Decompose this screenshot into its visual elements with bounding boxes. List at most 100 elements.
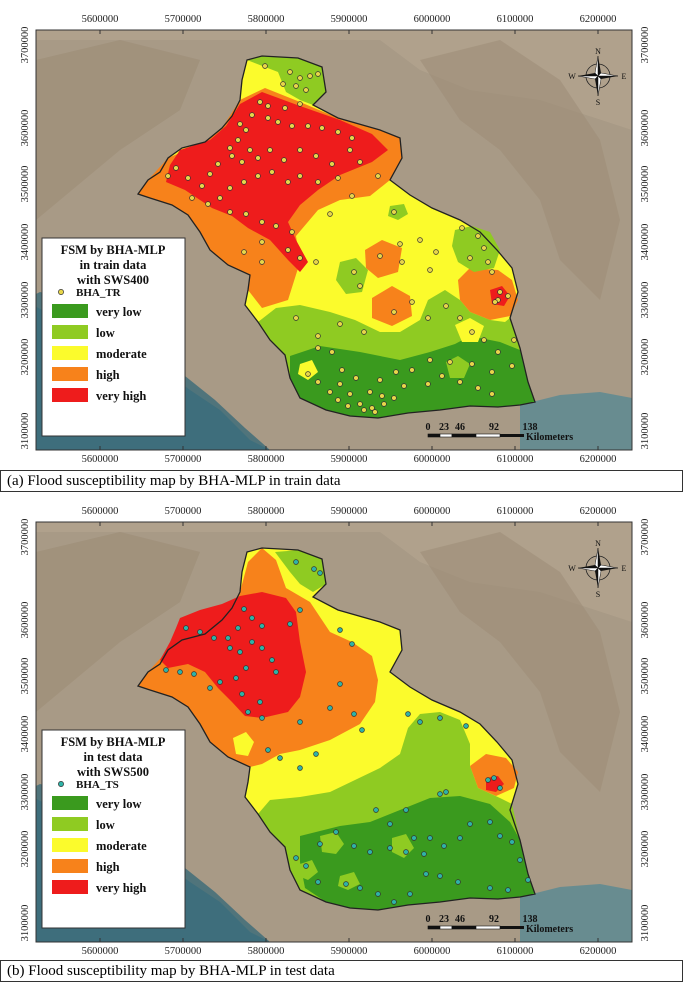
compass-w: W (568, 72, 576, 81)
sample-point (485, 259, 491, 265)
sample-point (239, 691, 245, 697)
y-tick-label-left: 3400000 (20, 716, 31, 753)
sample-point (327, 705, 333, 711)
sample-point (285, 247, 291, 253)
sample-point (197, 629, 203, 635)
scale-label: 23 (439, 914, 449, 925)
sample-point (491, 775, 497, 781)
sample-point (207, 171, 213, 177)
sample-point (259, 259, 265, 265)
sample-point (441, 843, 447, 849)
sample-point (303, 87, 309, 93)
sample-point (481, 245, 487, 251)
y-tick-label-right: 3700000 (640, 27, 651, 64)
sample-point (387, 821, 393, 827)
sample-point (505, 887, 511, 893)
y-tick-label-left: 3600000 (20, 602, 31, 639)
scale-label: 92 (489, 914, 499, 925)
sample-point (275, 119, 281, 125)
x-tick-label-bottom: 5800000 (248, 946, 285, 957)
sample-point (337, 321, 343, 327)
x-tick-label-bottom: 5900000 (331, 946, 368, 957)
legend-point-label: BHA_TS (76, 779, 119, 791)
sample-point (262, 63, 268, 69)
x-tick-label-top: 5800000 (248, 14, 285, 25)
y-tick-label-right: 3500000 (640, 166, 651, 203)
sample-point (335, 129, 341, 135)
sample-point (407, 891, 413, 897)
sample-point (437, 873, 443, 879)
zone-very-high (160, 592, 306, 718)
zone-high (372, 286, 412, 326)
y-tick-label-right: 3300000 (640, 774, 651, 811)
sample-point (353, 375, 359, 381)
sample-point (329, 349, 335, 355)
y-tick-label-left: 3300000 (20, 282, 31, 319)
legend-class-label: low (96, 326, 115, 340)
sample-point (315, 71, 321, 77)
legend-point-label: BHA_TR (76, 287, 122, 299)
sample-point (349, 193, 355, 199)
sample-point (367, 389, 373, 395)
legend-swatch (52, 880, 88, 894)
sample-point (437, 791, 443, 797)
sample-point (315, 333, 321, 339)
sample-point (433, 249, 439, 255)
sample-point (347, 147, 353, 153)
sample-point (259, 239, 265, 245)
legend-point-symbol (58, 781, 64, 787)
sample-point (249, 639, 255, 645)
sample-points (163, 559, 531, 905)
sample-point (297, 765, 303, 771)
sample-point (375, 891, 381, 897)
sample-point (281, 157, 287, 163)
sample-point (227, 209, 233, 215)
sample-point (367, 849, 373, 855)
sample-point (315, 179, 321, 185)
sample-point (333, 829, 339, 835)
zone-low (298, 860, 318, 880)
sample-point (177, 669, 183, 675)
sample-point (297, 147, 303, 153)
y-tick-label-right: 3100000 (640, 905, 651, 942)
y-tick-label-left: 3100000 (20, 905, 31, 942)
y-tick-label-left: 3100000 (20, 413, 31, 450)
y-tick-label-right: 3400000 (640, 224, 651, 261)
legend-title-line: with SWS400 (77, 273, 149, 287)
sample-point (447, 359, 453, 365)
sample-point (315, 345, 321, 351)
sample-point (417, 719, 423, 725)
sample-point (297, 101, 303, 107)
scale-segment (500, 434, 524, 437)
legend-class-label: very high (96, 389, 146, 403)
sample-point (337, 381, 343, 387)
scale-label: 92 (489, 422, 499, 433)
x-tick-label-bottom: 5900000 (331, 454, 368, 465)
sample-point (492, 299, 498, 305)
x-tick-label-bottom: 6100000 (497, 454, 534, 465)
scale-segment (439, 925, 453, 930)
x-tick-label-bottom: 6200000 (580, 946, 617, 957)
zone-low (338, 872, 360, 890)
sample-point (287, 69, 293, 75)
zone-high (470, 754, 518, 796)
sample-point (509, 839, 515, 845)
sample-point (349, 641, 355, 647)
y-tick-label-left: 3600000 (20, 110, 31, 147)
sample-point (293, 315, 299, 321)
sample-point (427, 267, 433, 273)
sample-point (239, 159, 245, 165)
sample-point (315, 879, 321, 885)
legend-title-line: in train data (80, 258, 147, 272)
sample-point (409, 299, 415, 305)
sample-point (211, 635, 217, 641)
sample-point (339, 367, 345, 373)
sample-point (265, 103, 271, 109)
sample-point (401, 383, 407, 389)
sample-point (403, 807, 409, 813)
sample-point (297, 719, 303, 725)
x-tick-label-bottom: 6100000 (497, 946, 534, 957)
y-tick-label-right: 3600000 (640, 110, 651, 147)
